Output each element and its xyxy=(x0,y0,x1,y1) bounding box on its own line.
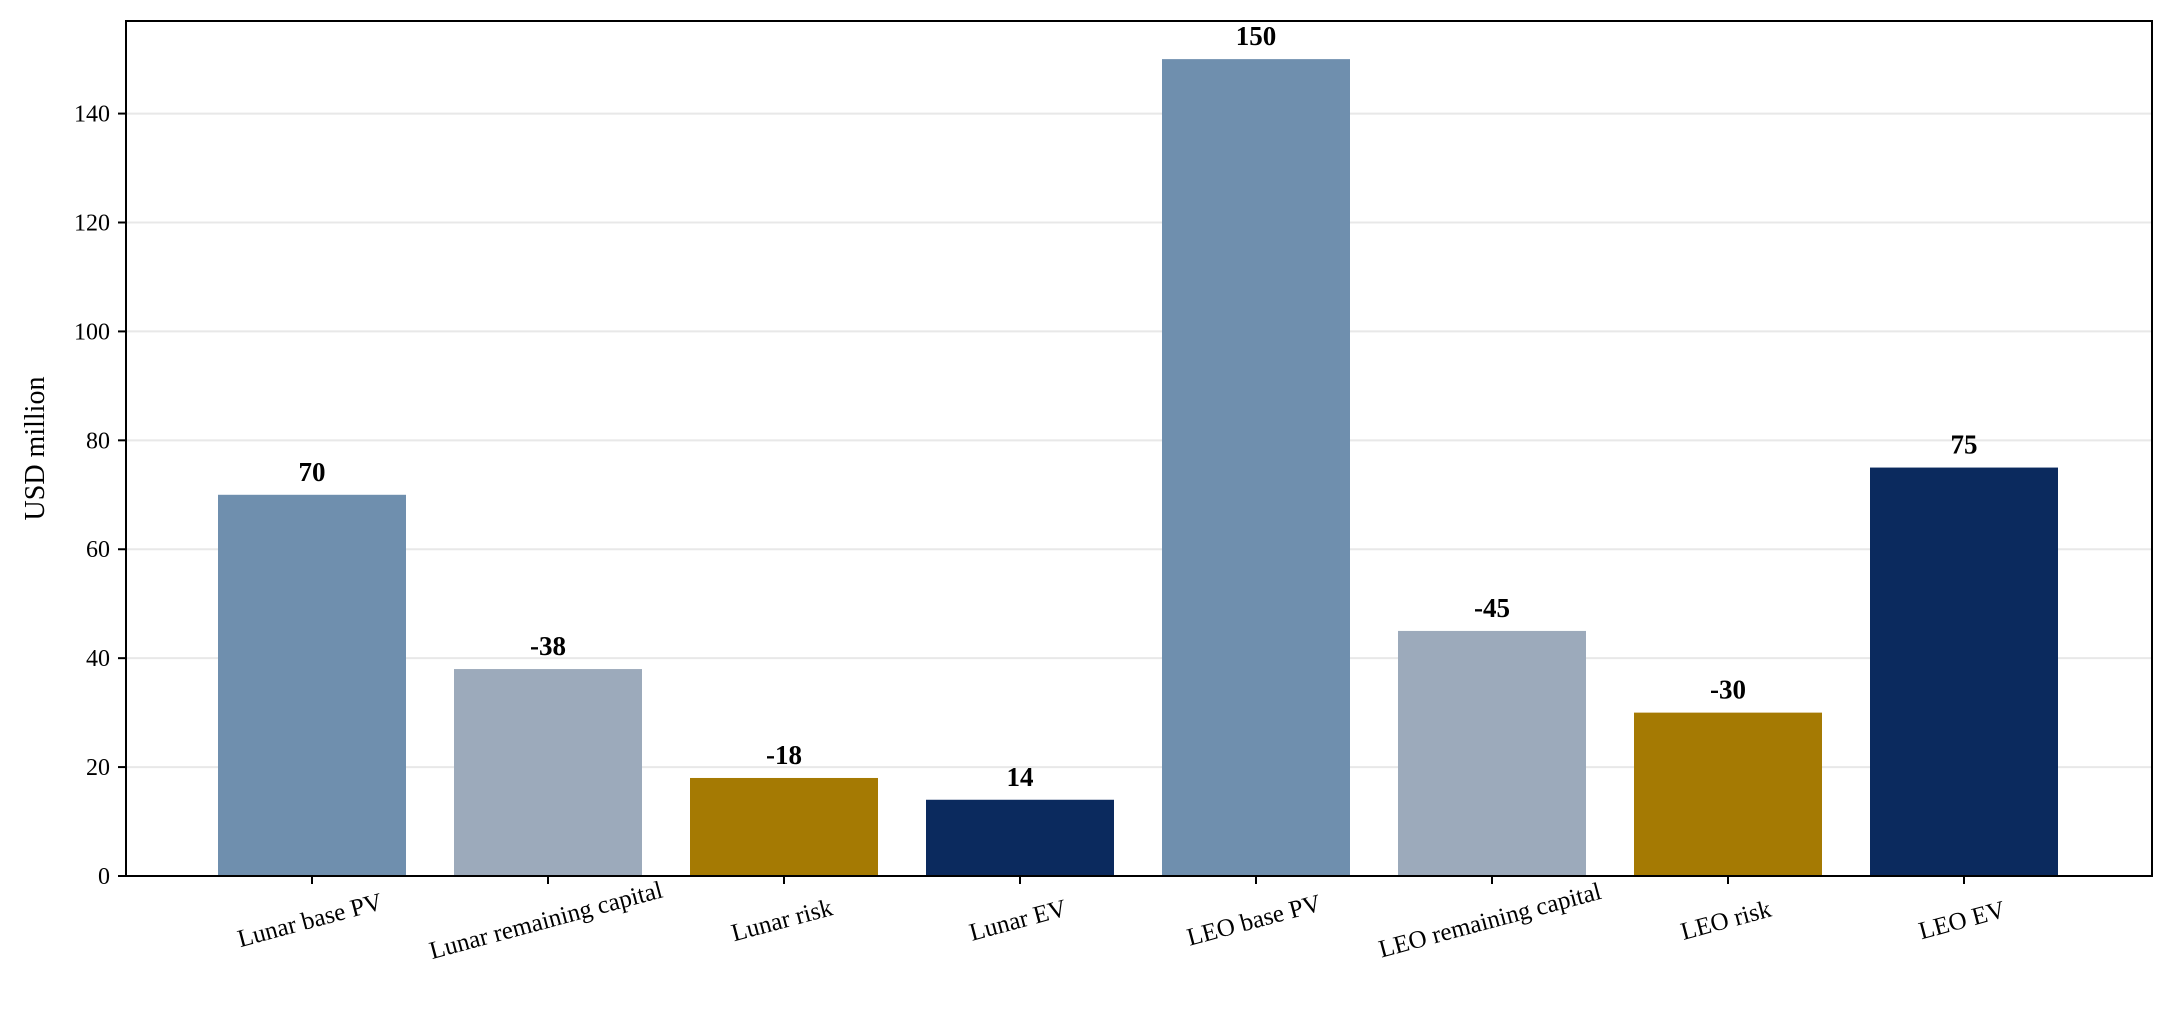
x-tick-label: Lunar base PV xyxy=(235,888,386,953)
x-tick-label: Lunar EV xyxy=(967,895,1070,947)
bar-value-label: -30 xyxy=(1710,675,1746,705)
bar xyxy=(454,669,642,876)
y-axis-ticks: 0 20 40 60 80 100 120 140 xyxy=(74,102,126,890)
plot-frame xyxy=(125,20,2153,877)
y-axis-title: USD million xyxy=(20,377,51,521)
y-tick-label: 60 xyxy=(86,537,110,563)
x-tick-label: LEO remaining capital xyxy=(1376,878,1604,963)
y-tick-label: 80 xyxy=(86,428,110,454)
bar-value-label: 75 xyxy=(1951,430,1978,460)
bar-value-label: 70 xyxy=(299,457,326,487)
y-tick-label: 0 xyxy=(98,864,110,890)
x-tick-label: LEO EV xyxy=(1916,896,2008,945)
y-tick-label: 100 xyxy=(74,319,110,345)
y-tick-label: 120 xyxy=(74,210,110,236)
y-tick-label: 20 xyxy=(86,755,110,781)
x-tick-label: Lunar remaining capital xyxy=(427,877,666,965)
bar-value-label: -18 xyxy=(766,740,802,770)
bar xyxy=(1398,630,1586,876)
bar-value-label: -45 xyxy=(1474,593,1510,623)
bar xyxy=(218,494,406,876)
x-tick-label: LEO risk xyxy=(1678,896,1775,946)
x-axis-ticks: Lunar base PV Lunar remaining capital Luna… xyxy=(235,876,2008,965)
x-tick-label: Lunar risk xyxy=(729,894,836,947)
bar xyxy=(1162,59,1350,876)
bar-value-label: 150 xyxy=(1236,21,1277,51)
y-tick-label: 140 xyxy=(74,102,110,128)
x-tick-label: LEO base PV xyxy=(1184,890,1324,952)
bar xyxy=(926,799,1114,876)
data-labels: 70 -38 -18 14 150 -45 -30 75 xyxy=(299,21,1978,792)
y-tick-label: 40 xyxy=(86,646,110,672)
bar xyxy=(690,777,878,876)
bar xyxy=(1634,712,1822,876)
bar-value-label: -38 xyxy=(530,631,566,661)
bar-value-label: 14 xyxy=(1007,762,1034,792)
bar xyxy=(1870,467,2058,876)
bars xyxy=(218,59,2058,876)
gridlines xyxy=(126,112,2152,769)
